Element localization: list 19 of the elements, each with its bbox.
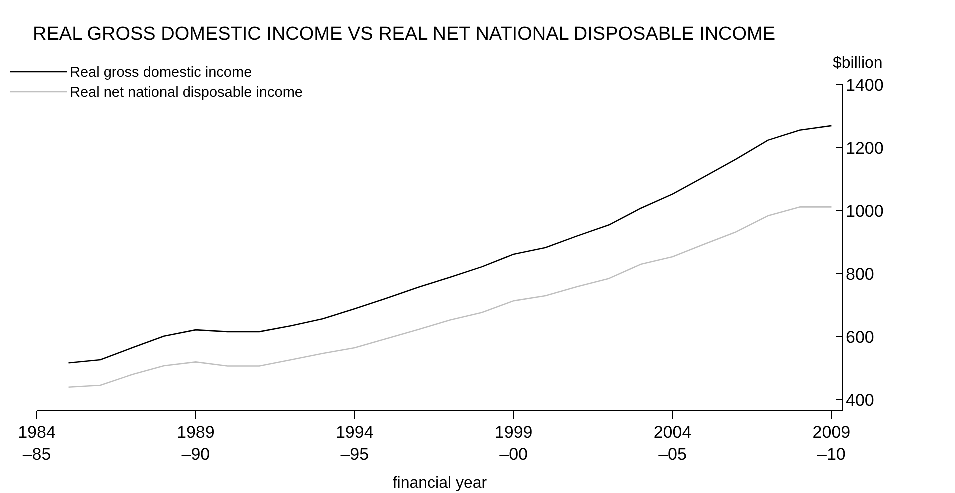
y-tick-label: 600 [846,328,874,347]
y-tick-label: 800 [846,264,874,284]
y-tick-label: 1400 [846,76,884,95]
y-axis-title: $billion [833,55,883,72]
x-axis-title: financial year [392,475,488,492]
y-tick-label: 1200 [846,138,884,158]
chart-title: REAL GROSS DOMESTIC INCOME VS REAL NET NATIONAL DISPOSABLE INCOME [33,24,776,45]
x-tick-label: 1999 –00 [494,423,533,464]
y-tick-label: 400 [846,390,874,410]
y-tick-label: 1000 [846,202,884,221]
x-tick-label: 2009 –10 [812,423,851,464]
x-tick-label: 1994 –95 [336,423,374,464]
legend-label: Real gross domestic income [70,65,252,81]
x-tick-label: 1984 –85 [18,423,56,464]
line-series [68,206,832,388]
legend-label: Real net national disposable income [70,85,303,101]
x-tick-label: 1989 –90 [177,423,215,464]
x-tick-label: 2004 –05 [654,423,692,464]
line-series [68,125,832,364]
